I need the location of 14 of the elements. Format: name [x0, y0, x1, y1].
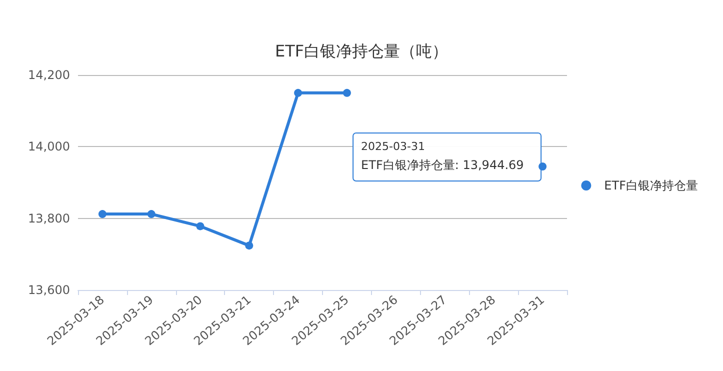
point [294, 88, 302, 97]
chart-title: ETF白银净持仓量（吨） [274, 42, 448, 60]
y-tick-label: 13,600 [28, 283, 70, 297]
point [342, 88, 351, 97]
point [98, 210, 106, 218]
point [245, 242, 254, 250]
point [538, 162, 547, 170]
point [147, 210, 156, 218]
annotation: 2025-03-31 ETF白银净持仓量: 13,944.69 [361, 140, 524, 172]
y-tick-label: 14,000 [28, 140, 70, 154]
legend-label: ETF白银净持仓量 [604, 178, 698, 192]
y-tick-label: 13,800 [28, 211, 70, 226]
point [196, 222, 204, 230]
y-tick-label: 14,200 [28, 68, 70, 82]
